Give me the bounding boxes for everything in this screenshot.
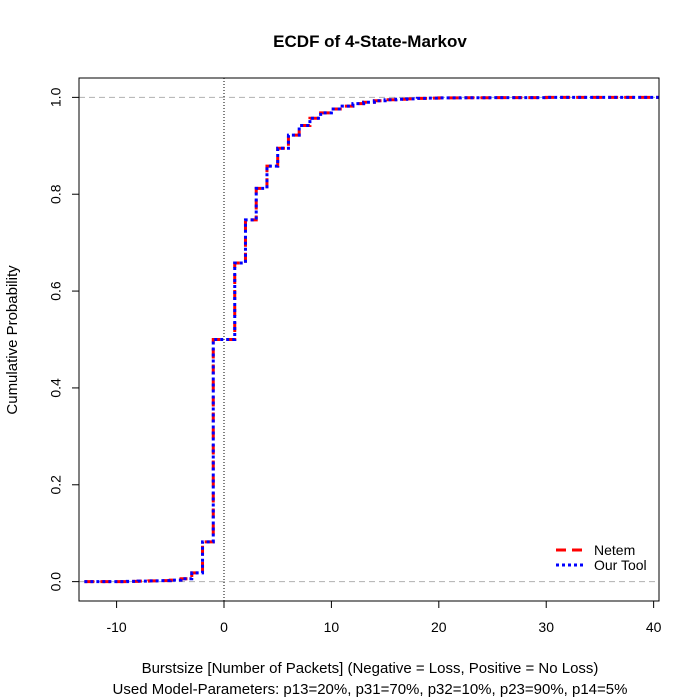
series-layer bbox=[84, 95, 659, 584]
y-tick-label: 0.0 bbox=[48, 572, 64, 592]
series-line-netem bbox=[84, 95, 659, 584]
x-tick-label: -10 bbox=[106, 619, 126, 635]
y-tick-label: 0.6 bbox=[48, 281, 64, 301]
x-tick-label: 40 bbox=[646, 619, 662, 635]
y-tick-label: 0.8 bbox=[48, 184, 64, 204]
y-tick-label: 1.0 bbox=[48, 87, 64, 107]
x-tick-label: 20 bbox=[431, 619, 447, 635]
x-axis-label: Burstsize [Number of Packets] (Negative … bbox=[142, 660, 599, 677]
x-tick-label: 30 bbox=[538, 619, 554, 635]
legend-label-our-tool: Our Tool bbox=[594, 557, 647, 573]
x-tick-label: 0 bbox=[220, 619, 228, 635]
x-axis-sublabel: Used Model-Parameters: p13=20%, p31=70%,… bbox=[113, 681, 628, 698]
y-tick-label: 0.2 bbox=[48, 475, 64, 495]
x-axis: -10 0 10 20 30 40 bbox=[106, 600, 662, 635]
series-line-our-tool bbox=[84, 95, 659, 584]
legend-label-netem: Netem bbox=[594, 542, 635, 558]
y-tick-label: 0.4 bbox=[48, 378, 64, 398]
y-axis-label: Cumulative Probability bbox=[4, 265, 21, 415]
plot-frame bbox=[78, 77, 660, 602]
chart-title: ECDF of 4-State-Markov bbox=[273, 32, 467, 51]
x-tick-label: 10 bbox=[324, 619, 340, 635]
y-axis: 0.0 0.2 0.4 0.6 0.8 1.0 bbox=[48, 87, 80, 592]
reference-lines bbox=[79, 78, 659, 601]
